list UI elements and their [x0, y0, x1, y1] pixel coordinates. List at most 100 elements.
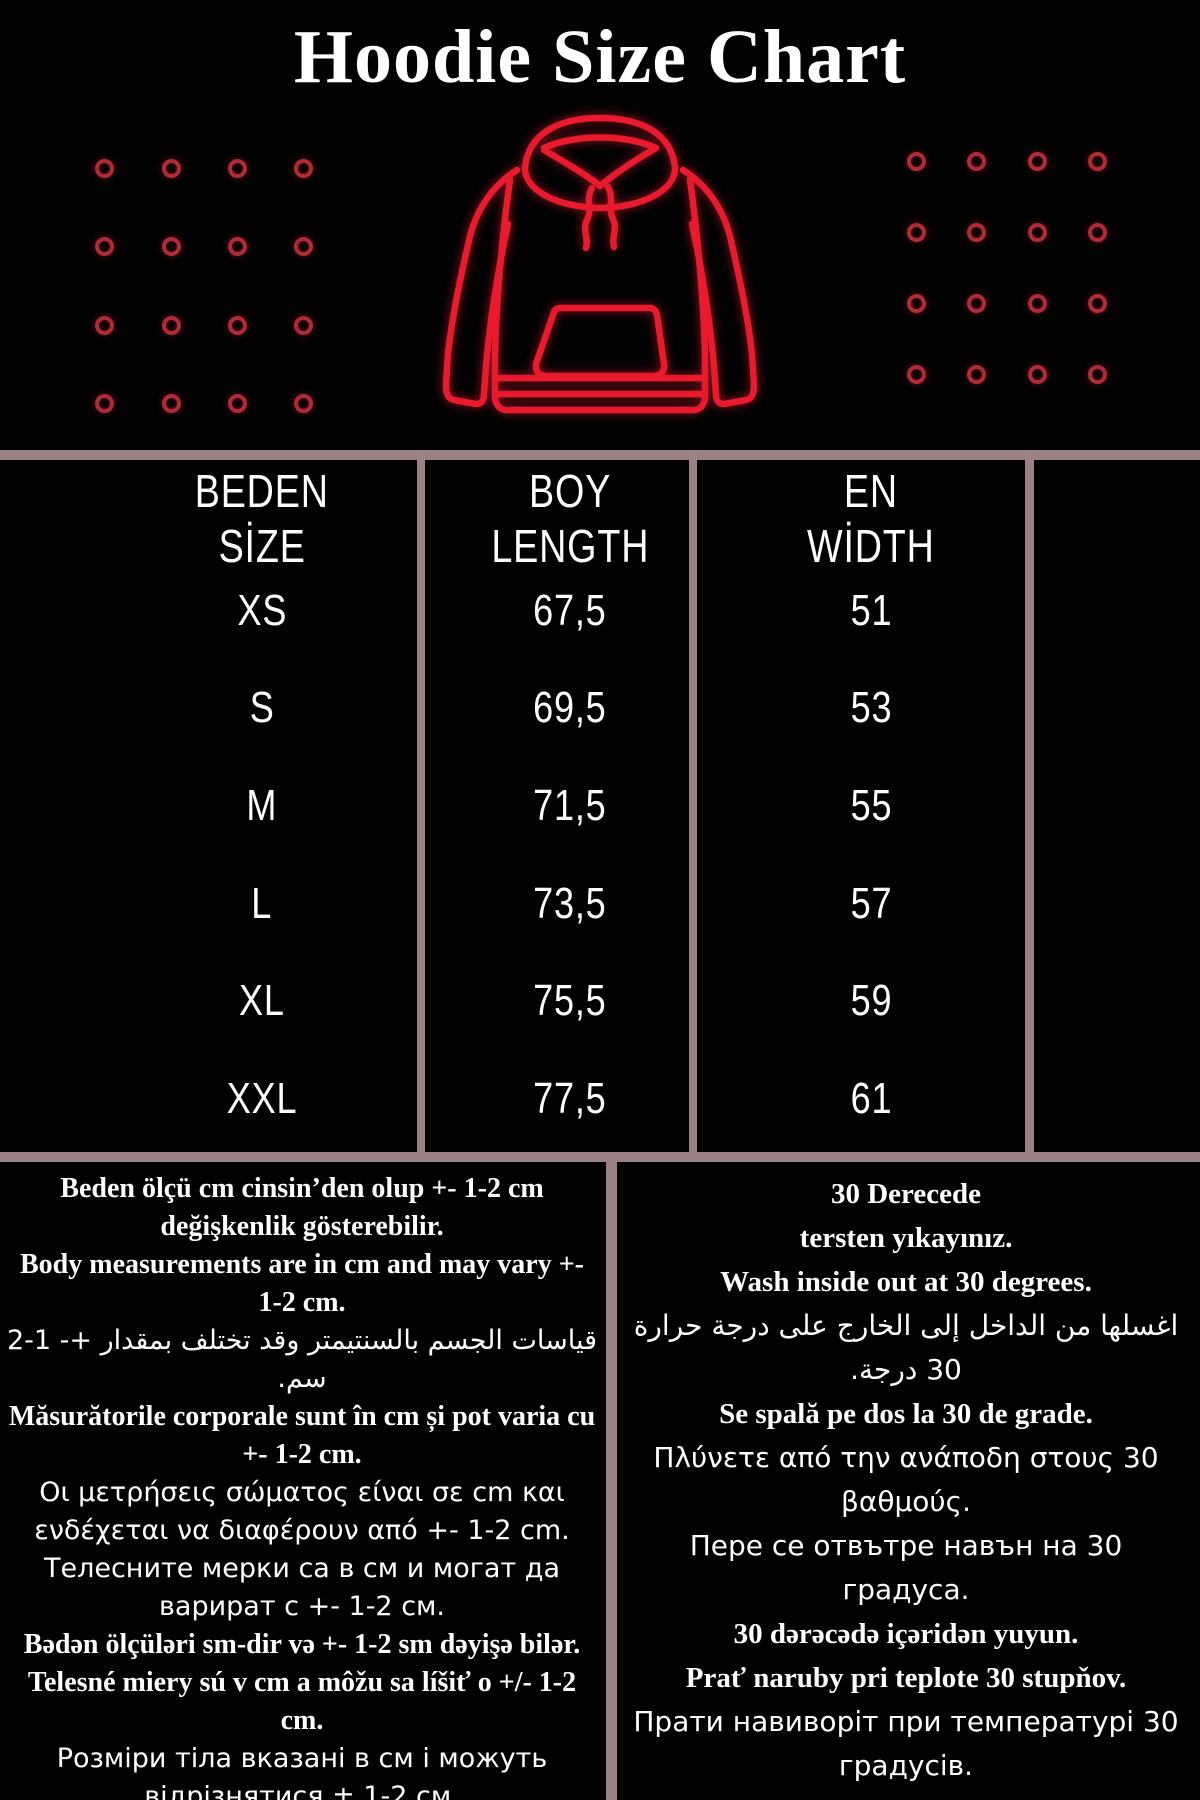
column-header-width: EN WİDTH — [706, 464, 1036, 580]
note-line: Măsurătorile corporale sunt în cm și pot… — [8, 1401, 596, 1470]
ring-icon — [227, 236, 247, 256]
note-line: Bədən ölçüləri sm-dir və +- 1-2 sm dəyiş… — [23, 1629, 581, 1660]
size-cell: XS — [237, 585, 287, 635]
ring-icon — [293, 315, 313, 335]
ring-icon — [966, 222, 986, 242]
ring-icon — [94, 315, 114, 335]
width-cell: 59 — [850, 976, 892, 1026]
note-line: Πλύνετε από την ανάποδη στους 30 βαθμούς… — [653, 1441, 1159, 1518]
note-line: Телесните мерки са в см и могат да варир… — [43, 1553, 561, 1622]
width-cell: 57 — [850, 878, 892, 928]
ring-icon — [161, 236, 181, 256]
ring-icon — [94, 158, 114, 178]
hoodie-hood — [521, 114, 679, 212]
width-cell: 55 — [850, 781, 892, 831]
width-cell: 53 — [850, 683, 892, 733]
length-cell: 77,5 — [533, 1074, 607, 1124]
ring-icon — [94, 393, 114, 413]
length-cell: 71,5 — [533, 781, 607, 831]
ring-icon — [94, 236, 114, 256]
ring-icon — [1027, 293, 1047, 313]
ring-icon — [227, 158, 247, 178]
size-cell: S — [249, 683, 275, 733]
ring-icon — [966, 293, 986, 313]
hoodie-drawstring-left — [581, 184, 596, 252]
length-cell: 73,5 — [533, 878, 607, 928]
note-line: 30 Derecede — [830, 1178, 982, 1210]
header-beden: BEDEN — [194, 465, 330, 517]
hoodie-vneck — [540, 144, 660, 190]
note-line: Wash inside out at 30 degrees. — [720, 1266, 1092, 1298]
ring-icon — [1027, 364, 1047, 384]
hoodie-outline-icon — [442, 114, 758, 414]
size-cell: XXL — [226, 1074, 298, 1124]
table-border-top — [0, 450, 1200, 460]
width-column: 51 53 55 57 59 61 — [706, 562, 1036, 1148]
width-cell: 61 — [850, 1074, 892, 1124]
column-header-size: BEDEN SİZE — [90, 464, 434, 580]
hoodie-hood-rim — [540, 134, 660, 152]
ring-icon — [293, 158, 313, 178]
header-boy: BOY — [528, 465, 612, 517]
table-border-bottom — [0, 1152, 1200, 1162]
ring-icon — [966, 364, 986, 384]
ring-icon — [161, 158, 181, 178]
note-line: Telesné miery sú v cm a môžu sa líšiť o … — [27, 1667, 577, 1736]
ring-icon — [161, 393, 181, 413]
care-instructions: 30 Derecede tersten yıkayınız. Wash inside… — [625, 1172, 1187, 1788]
ring-icon — [1027, 151, 1047, 171]
ring-icon — [966, 151, 986, 171]
ring-icon — [906, 222, 926, 242]
note-line: Body measurements are in cm and may vary… — [20, 1249, 584, 1318]
length-cell: 67,5 — [533, 585, 607, 635]
size-cell: M — [246, 781, 278, 831]
ring-icon — [161, 315, 181, 335]
ring-icon — [227, 393, 247, 413]
note-line: قياسات الجسم بالسنتيمتر وقد تختلف بمقدار… — [6, 1325, 598, 1394]
ring-icon — [293, 236, 313, 256]
size-cell: XL — [239, 976, 285, 1026]
notes-divider — [606, 1162, 617, 1800]
table-divider-2 — [689, 460, 697, 1152]
size-column: XS S M L XL XXL — [90, 562, 434, 1148]
hoodie-pocket — [532, 304, 668, 380]
ring-icon — [1027, 222, 1047, 242]
page-title: Hoodie Size Chart — [293, 15, 907, 99]
note-line: Se spală pe dos la 30 de grade. — [719, 1398, 1093, 1430]
size-cell: L — [251, 878, 273, 928]
measurement-notes: Beden ölçü cm cinsin’den olup +- 1-2 cm … — [6, 1170, 598, 1800]
ring-icon — [1087, 151, 1107, 171]
note-line: 30 dərəcədə içəridən yuyun. — [733, 1618, 1079, 1650]
ring-icon — [1087, 293, 1107, 313]
length-column: 67,5 69,5 71,5 73,5 75,5 77,5 — [435, 562, 705, 1148]
header-en: EN — [843, 465, 899, 517]
table-divider-1 — [417, 460, 425, 1152]
note-line: Розміри тіла вказані в см і можуть відрі… — [56, 1743, 548, 1800]
note-line: Οι μετρήσεις σώματος είναι σε cm και ενδ… — [34, 1477, 570, 1546]
note-line: اغسلها من الداخل إلى الخارج على درجة حرا… — [633, 1309, 1179, 1386]
header-size: SİZE — [218, 520, 306, 572]
hoodie-body — [491, 176, 709, 414]
note-line: Beden ölçü cm cinsin’den olup +- 1-2 cm … — [60, 1173, 544, 1242]
column-header-length: BOY LENGTH — [435, 464, 705, 580]
note-line: tersten yıkayınız. — [799, 1222, 1013, 1254]
ring-icon — [1087, 364, 1107, 384]
ring-icon — [293, 393, 313, 413]
header-width: WİDTH — [807, 520, 935, 572]
hoodie-drawstring-right — [604, 183, 619, 251]
hoodie-right-sleeve — [679, 166, 758, 408]
note-line: Prať naruby pri teplote 30 stupňov. — [685, 1662, 1127, 1694]
ring-icon — [1087, 222, 1107, 242]
note-line: Пере се отвътре навън на 30 градуса. — [689, 1529, 1123, 1606]
hoodie-left-sleeve — [442, 166, 521, 408]
length-cell: 69,5 — [533, 683, 607, 733]
ring-icon — [906, 151, 926, 171]
ring-icon — [906, 364, 926, 384]
header-length: LENGTH — [491, 520, 649, 572]
length-cell: 75,5 — [533, 976, 607, 1026]
ring-icon — [227, 315, 247, 335]
width-cell: 51 — [850, 585, 892, 635]
ring-icon — [906, 293, 926, 313]
table-divider-3 — [1025, 460, 1034, 1152]
